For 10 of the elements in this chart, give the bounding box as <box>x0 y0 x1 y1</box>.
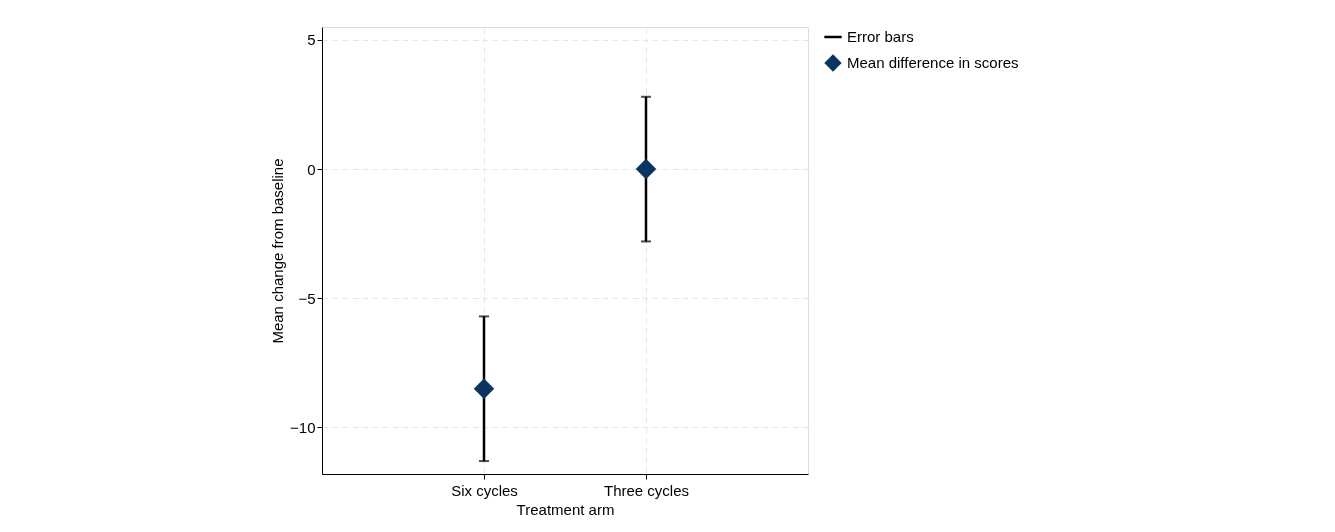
x-tick-label: Six cycles <box>451 481 518 499</box>
y-tick-label: 5 <box>307 31 316 49</box>
y-tick-label: 0 <box>307 160 316 178</box>
text: Error bars <box>847 28 914 45</box>
y-tick-label: −5 <box>298 289 316 307</box>
y-axis-title: Mean change from baseline <box>269 158 287 344</box>
y-tick-label: −10 <box>290 418 316 436</box>
x-tick-label: Three cycles <box>603 481 690 499</box>
legend-label: Mean difference in scores <box>847 54 1019 71</box>
x-axis-title: Treatment arm <box>516 500 615 518</box>
